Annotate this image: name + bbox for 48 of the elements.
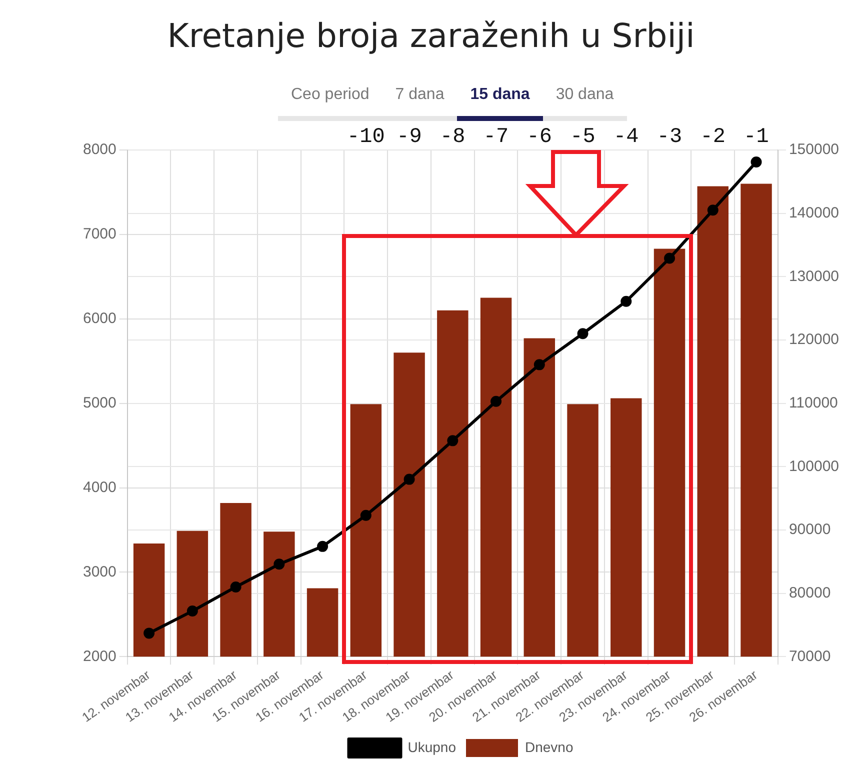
point xyxy=(360,510,372,521)
y2-tick-label: 110000 xyxy=(788,394,838,412)
y-tick-label: 8000 xyxy=(82,141,116,158)
point xyxy=(274,558,285,570)
text: -6 xyxy=(526,126,552,149)
text: 30 dana xyxy=(554,85,615,105)
y-tick-label: 7000 xyxy=(82,226,116,243)
point xyxy=(534,359,545,370)
text: -1 xyxy=(744,126,769,149)
y2-tick-label: 80000 xyxy=(788,584,831,602)
y-tick-label: 4000 xyxy=(82,478,116,496)
text: Ceo period xyxy=(290,85,370,105)
y2-tick-label: 100000 xyxy=(788,458,840,475)
point xyxy=(707,204,718,216)
text: -4 xyxy=(614,126,639,149)
text: -7 xyxy=(483,126,509,149)
point xyxy=(447,435,458,446)
y2-tick-label: 120000 xyxy=(788,331,840,348)
point xyxy=(664,252,676,264)
point xyxy=(317,540,328,552)
point xyxy=(490,396,502,407)
text: -5 xyxy=(570,126,596,149)
text: -2 xyxy=(700,126,726,149)
text: -8 xyxy=(440,126,466,149)
y-tick-label: 2000 xyxy=(82,648,116,665)
y2-tick-label: 70000 xyxy=(788,648,831,665)
point xyxy=(230,581,242,592)
chart-title: Kretanje broja zaraženih u Srbiji xyxy=(166,16,696,55)
point xyxy=(577,328,588,340)
y2-tick-label: 140000 xyxy=(788,204,840,222)
y-tick-label: 5000 xyxy=(82,394,116,412)
text: 7 dana xyxy=(394,85,446,105)
text: -3 xyxy=(656,126,682,149)
text: -9 xyxy=(396,126,422,149)
legend-label: Dnevno xyxy=(525,738,574,755)
y2-tick-label: 90000 xyxy=(788,521,831,538)
point xyxy=(750,156,762,168)
y-tick-label: 3000 xyxy=(82,563,116,580)
point xyxy=(620,296,632,307)
text: -10 xyxy=(347,126,385,149)
point xyxy=(186,606,198,617)
y2-tick-label: 130000 xyxy=(788,268,840,285)
y2-tick-label: 150000 xyxy=(788,141,840,158)
y-tick-label: 6000 xyxy=(82,310,116,328)
legend-label: Ukupno xyxy=(408,738,456,755)
point xyxy=(404,474,415,485)
text: 15 dana xyxy=(457,84,543,121)
point xyxy=(144,628,155,639)
